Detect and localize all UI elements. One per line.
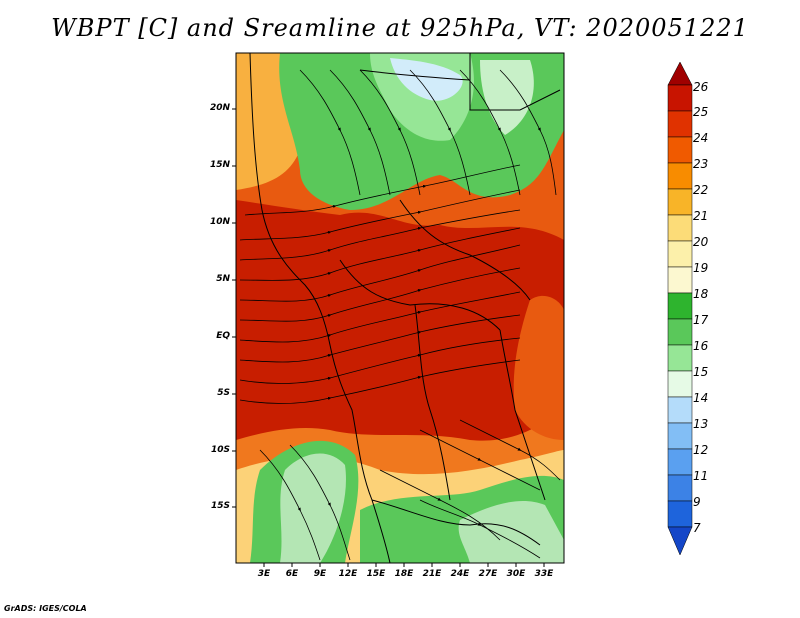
colorbar-segment-6 bbox=[667, 240, 693, 268]
wbpt-field-lightgreen-sw bbox=[280, 453, 346, 563]
colorbar-label: 25 bbox=[693, 105, 709, 119]
colorbar-label: 23 bbox=[693, 157, 709, 171]
wbpt-field-orange-east bbox=[513, 295, 564, 440]
page-title: WBPT [C] and Sreamline at 925hPa, VT: 20… bbox=[51, 14, 749, 42]
streamlines bbox=[239, 69, 561, 561]
colorbar-segment-12 bbox=[667, 396, 693, 424]
lon-label: 3E bbox=[257, 569, 271, 579]
colorbar-label: 19 bbox=[693, 261, 709, 275]
colorbar-segment-13 bbox=[667, 422, 693, 450]
colorbar-segment-4 bbox=[667, 188, 693, 216]
wbpt-field-lightblue-north bbox=[390, 58, 463, 101]
colorbar-label: 21 bbox=[693, 209, 709, 223]
colorbar-segment-8 bbox=[667, 292, 693, 320]
colorbar bbox=[667, 61, 693, 556]
lon-label: 15E bbox=[366, 569, 386, 579]
lat-label: 10N bbox=[209, 217, 230, 227]
colorbar-segment-10 bbox=[667, 344, 693, 372]
lon-label: 30E bbox=[506, 569, 526, 579]
colorbar-label: 22 bbox=[693, 183, 709, 197]
colorbar-segment-14 bbox=[667, 448, 693, 476]
colorbar-segment-7 bbox=[667, 266, 693, 294]
lat-label: 10S bbox=[210, 445, 230, 455]
colorbar-segment-2 bbox=[667, 136, 693, 164]
lat-label: 20N bbox=[209, 103, 230, 113]
lat-label: 5S bbox=[217, 388, 230, 398]
colorbar-top-triangle bbox=[667, 61, 693, 86]
lon-label: 9E bbox=[313, 569, 327, 579]
lon-label: 12E bbox=[338, 569, 358, 579]
grads-credit: GrADS: IGES/COLA bbox=[4, 604, 87, 613]
lat-label: 15N bbox=[209, 160, 230, 170]
map-plot-area bbox=[236, 53, 564, 563]
colorbar-bottom-triangle bbox=[667, 526, 693, 556]
colorbar-label: 18 bbox=[693, 287, 709, 301]
colorbar-segment-0 bbox=[667, 84, 693, 112]
map-frame bbox=[235, 52, 565, 564]
lon-label: 24E bbox=[450, 569, 470, 579]
colorbar-label: 11 bbox=[693, 469, 709, 483]
colorbar-label: 7 bbox=[693, 521, 701, 535]
lon-label: 18E bbox=[394, 569, 414, 579]
lat-label: 5N bbox=[216, 274, 230, 284]
lat-label: 15S bbox=[210, 501, 230, 511]
colorbar-label: 14 bbox=[693, 391, 709, 405]
lon-label: 33E bbox=[534, 569, 554, 579]
colorbar-segment-1 bbox=[667, 110, 693, 138]
lon-label: 27E bbox=[478, 569, 498, 579]
lon-label: 21E bbox=[422, 569, 442, 579]
colorbar-segment-5 bbox=[667, 214, 693, 242]
axis-ticks bbox=[232, 108, 545, 567]
colorbar-label: 16 bbox=[693, 339, 709, 353]
colorbar-label: 24 bbox=[693, 131, 709, 145]
colorbar-segment-11 bbox=[667, 370, 693, 398]
colorbar-label: 9 bbox=[693, 495, 701, 509]
colorbar-label: 20 bbox=[693, 235, 709, 249]
colorbar-label: 15 bbox=[693, 365, 709, 379]
lat-label: EQ bbox=[216, 331, 230, 341]
colorbar-label: 26 bbox=[693, 80, 709, 94]
colorbar-label: 13 bbox=[693, 417, 709, 431]
colorbar-label: 17 bbox=[693, 313, 709, 327]
wbpt-field-lightgreen-south bbox=[458, 500, 564, 563]
lon-label: 6E bbox=[285, 569, 299, 579]
colorbar-segment-16 bbox=[667, 500, 693, 528]
colorbar-segment-3 bbox=[667, 162, 693, 190]
colorbar-segment-15 bbox=[667, 474, 693, 502]
wbpt-field-lightgreen-ne bbox=[480, 60, 534, 135]
colorbar-segment-9 bbox=[667, 318, 693, 346]
colorbar-label: 12 bbox=[693, 443, 709, 457]
